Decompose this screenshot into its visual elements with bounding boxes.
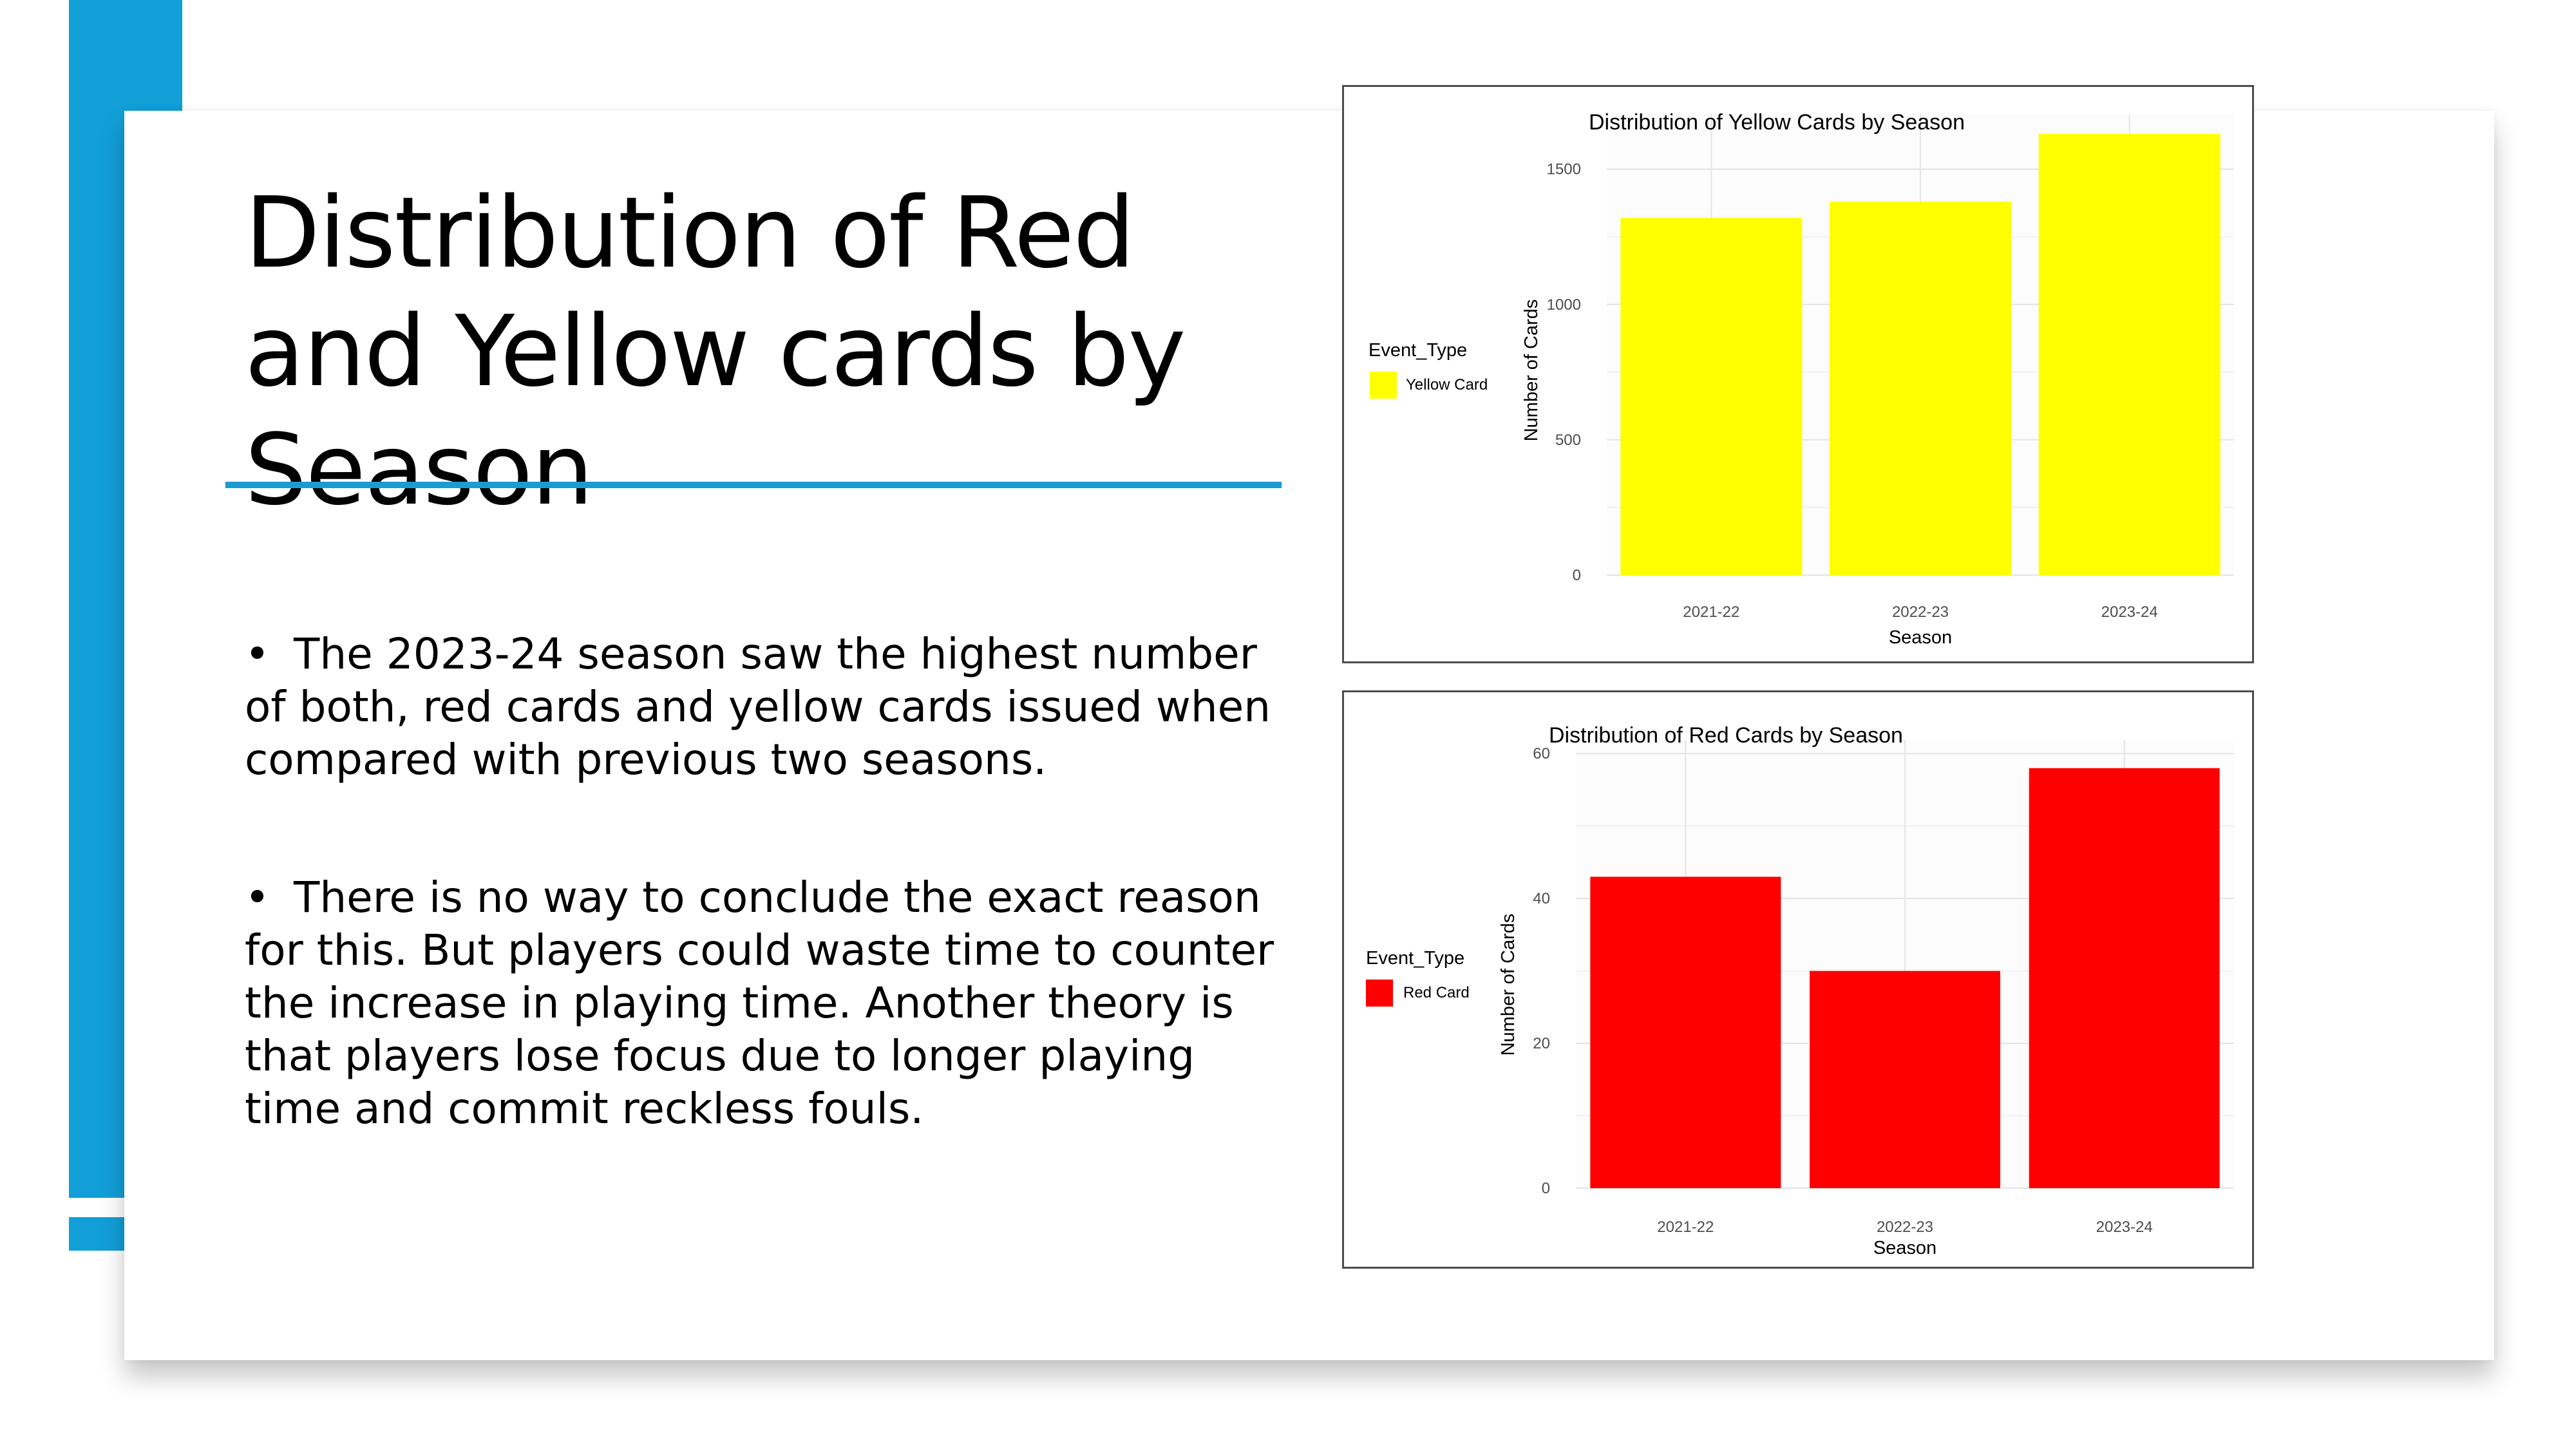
x-tick-label: 2022-23: [1877, 1218, 1933, 1236]
accent-bar-small: [69, 1217, 124, 1251]
legend-title: Event_Type: [1368, 340, 1467, 361]
y-tick-label: 60: [1533, 745, 1550, 762]
bullet-item: There is no way to conclude the exact re…: [245, 871, 1301, 1135]
x-tick-label: 2021-22: [1683, 603, 1739, 621]
red-bar-2022-23: [1810, 971, 2000, 1188]
slide-title: Distribution of Red and Yellow cards by …: [245, 176, 1186, 527]
y-tick-label: 1000: [1547, 296, 1581, 314]
title-divider: [225, 482, 1282, 488]
y-tick-label: 500: [1555, 431, 1581, 449]
x-tick-label: 2022-23: [1892, 603, 1949, 621]
legend-title: Event_Type: [1366, 948, 1464, 969]
legend-key: [1366, 980, 1393, 1007]
chart-title: Distribution of Red Cards by Season: [1549, 723, 1903, 748]
x-tick-label: 2021-22: [1657, 1218, 1714, 1236]
y-axis-title: Number of Cards: [1498, 914, 1519, 1056]
x-tick-label: 2023-24: [2096, 1218, 2153, 1236]
x-axis-title: Season: [1873, 1238, 1937, 1258]
y-tick-label: 1500: [1547, 161, 1581, 178]
red-chart-svg: 0 20 40 60 2021-22 2022-23 2023-24 Distribution…: [1366, 723, 2234, 1258]
bullet-list: The 2023-24 season saw the highest numbe…: [245, 628, 1301, 1220]
legend-label: Red Card: [1403, 984, 1470, 1001]
y-tick-label: 40: [1533, 890, 1550, 907]
legend-label: Yellow Card: [1406, 376, 1488, 393]
y-tick-label: 0: [1573, 567, 1581, 584]
red-bar-2021-22: [1590, 876, 1781, 1188]
x-tick-label: 2023-24: [2101, 603, 2158, 621]
yellow-bar-2022-23: [1830, 202, 2011, 575]
red-card-chart: 0 20 40 60 2021-22 2022-23 2023-24 Distribution…: [1342, 690, 2254, 1269]
accent-bar-left: [69, 0, 124, 1198]
yellow-card-chart: 0 500 1000 1500 2021-22 2022-23 2023-24 Distrib…: [1342, 85, 2254, 663]
yellow-bar-2023-24: [2038, 134, 2221, 575]
y-tick-label: 0: [1542, 1180, 1550, 1197]
legend-key: [1370, 372, 1397, 399]
chart-title: Distribution of Yellow Cards by Season: [1589, 110, 1965, 135]
yellow-chart-svg: 0 500 1000 1500 2021-22 2022-23 2023-24 Distrib…: [1368, 110, 2234, 648]
yellow-bar-2021-22: [1620, 218, 1803, 575]
y-tick-label: 20: [1533, 1035, 1550, 1052]
x-axis-title: Season: [1889, 627, 1952, 648]
bullet-item: The 2023-24 season saw the highest numbe…: [245, 628, 1301, 786]
y-axis-title: Number of Cards: [1521, 299, 1542, 442]
red-bar-2023-24: [2029, 768, 2220, 1188]
